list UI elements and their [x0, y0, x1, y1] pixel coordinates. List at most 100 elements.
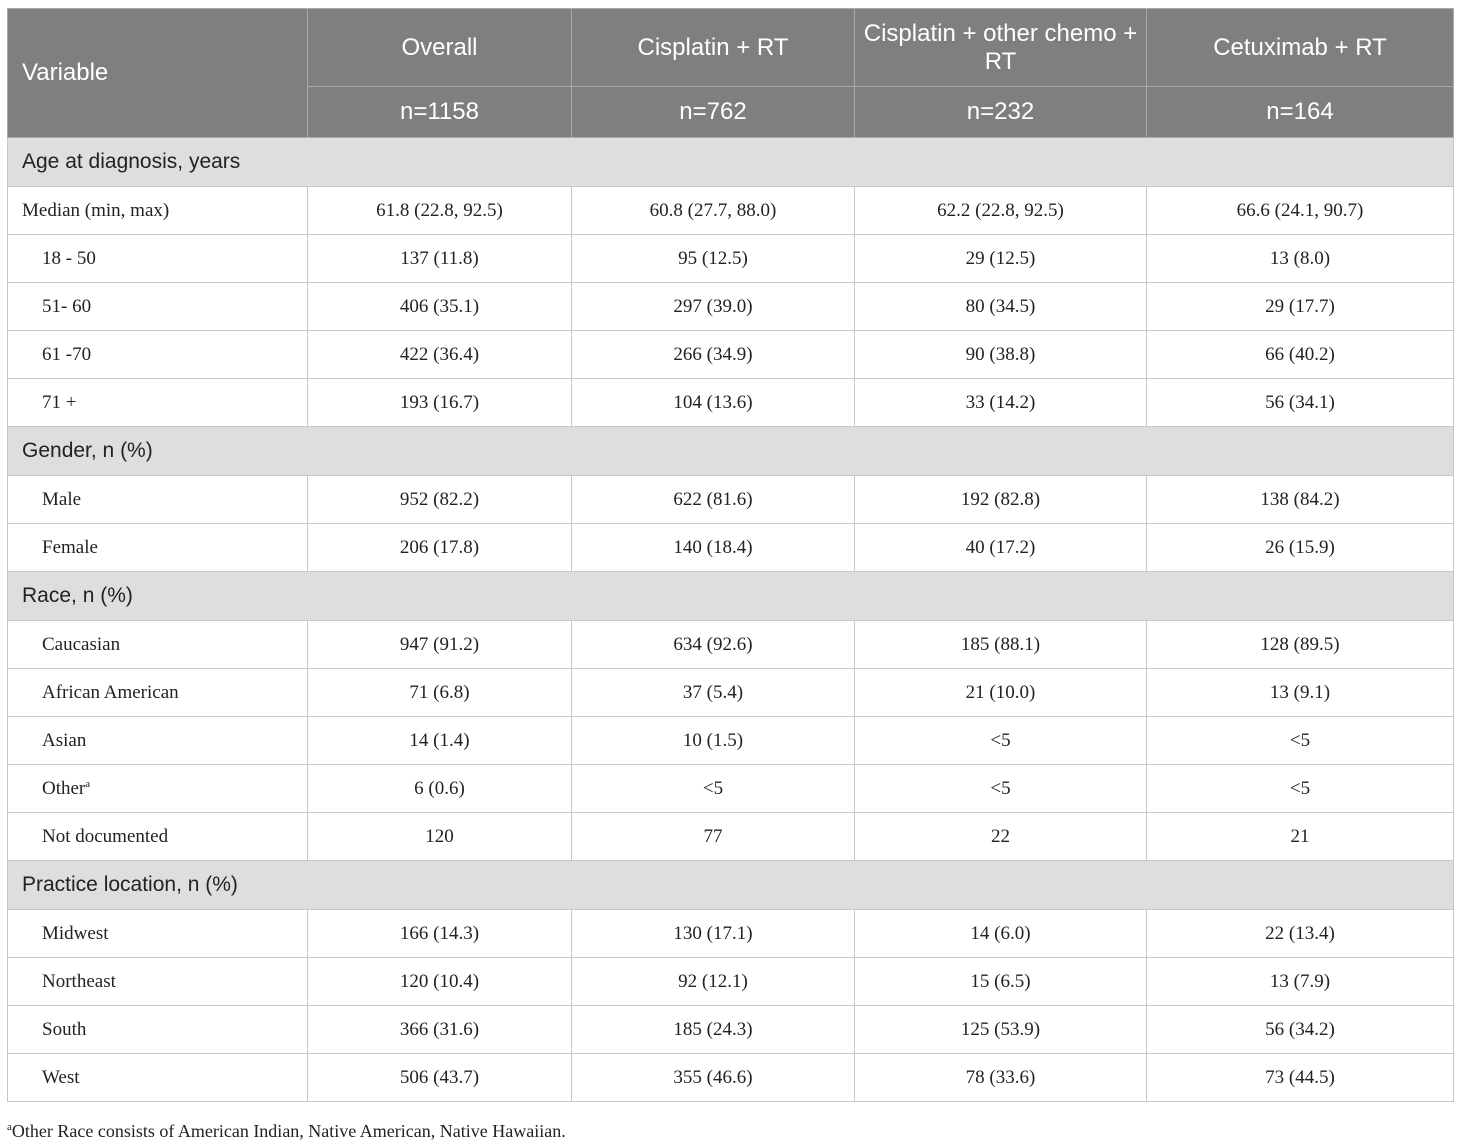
- row-label: Female: [7, 523, 308, 572]
- cell-value: 185 (24.3): [571, 1005, 855, 1054]
- row-label-text: Median (min, max): [22, 199, 170, 221]
- section-title: Race, n (%): [7, 571, 1454, 621]
- cell-value: 90 (38.8): [854, 330, 1147, 379]
- row-label: Not documented: [7, 812, 308, 861]
- cell-value: 622 (81.6): [571, 475, 855, 524]
- header-n-overall: n=1158: [307, 86, 572, 138]
- cell-value: 21 (10.0): [854, 668, 1147, 717]
- table-row: Northeast 120 (10.4) 92 (12.1) 15 (6.5) 13 (…: [7, 957, 1454, 1006]
- table-row: 61 -70 422 (36.4) 266 (34.9) 90 (38.8) 66 (4…: [7, 330, 1454, 379]
- cell-value: 77: [571, 812, 855, 861]
- cell-value: 56 (34.2): [1146, 1005, 1454, 1054]
- cell-value: 125 (53.9): [854, 1005, 1147, 1054]
- row-label: African American: [7, 668, 308, 717]
- cell-value: 66.6 (24.1, 90.7): [1146, 186, 1454, 235]
- cell-value: <5: [1146, 764, 1454, 813]
- cell-value: 22 (13.4): [1146, 909, 1454, 958]
- row-label-text: Female: [42, 536, 98, 558]
- row-label-text: 51- 60: [42, 295, 92, 317]
- cell-value: 37 (5.4): [571, 668, 855, 717]
- row-label-text: African American: [42, 681, 179, 703]
- cell-value: 6 (0.6): [307, 764, 572, 813]
- section-title: Gender, n (%): [7, 426, 1454, 476]
- cell-value: 92 (12.1): [571, 957, 855, 1006]
- cell-value: 166 (14.3): [307, 909, 572, 958]
- cell-value: <5: [854, 716, 1147, 765]
- row-label-text: Other: [42, 777, 86, 799]
- header-variable: Variable: [7, 8, 308, 138]
- cell-value: 137 (11.8): [307, 234, 572, 283]
- table-row: Median (min, max) 61.8 (22.8, 92.5) 60.8 (…: [7, 186, 1454, 235]
- row-label-text: Male: [42, 488, 82, 510]
- footnote-marker: a: [7, 1121, 12, 1133]
- cell-value: 422 (36.4): [307, 330, 572, 379]
- header-n-cetuximab-rt: n=164: [1146, 86, 1454, 138]
- table-row: Caucasian 947 (91.2) 634 (92.6) 185 (88.1) 1…: [7, 620, 1454, 669]
- row-label-text: Midwest: [42, 922, 109, 944]
- header-n-cisplatin-other-chemo-rt: n=232: [854, 86, 1147, 138]
- row-label-text: South: [42, 1018, 87, 1040]
- section-row: Practice location, n (%): [7, 860, 1454, 910]
- cell-value: 120: [307, 812, 572, 861]
- cell-value: 21: [1146, 812, 1454, 861]
- header-n-cisplatin-rt: n=762: [571, 86, 855, 138]
- cell-value: 406 (35.1): [307, 282, 572, 331]
- cell-value: 506 (43.7): [307, 1053, 572, 1102]
- cell-value: 40 (17.2): [854, 523, 1147, 572]
- footnote-ref: a: [85, 777, 91, 790]
- cell-value: 66 (40.2): [1146, 330, 1454, 379]
- row-label-text: 18 - 50: [42, 247, 96, 269]
- table-row: Not documented 120 77 22 21: [7, 812, 1454, 861]
- cell-value: 120 (10.4): [307, 957, 572, 1006]
- cell-value: 14 (1.4): [307, 716, 572, 765]
- cell-value: 138 (84.2): [1146, 475, 1454, 524]
- table-container: Variable Overall Cisplatin + RT Cisplati…: [7, 8, 1454, 1102]
- cell-value: 71 (6.8): [307, 668, 572, 717]
- cell-value: 13 (8.0): [1146, 234, 1454, 283]
- cell-value: 366 (31.6): [307, 1005, 572, 1054]
- cell-value: 13 (9.1): [1146, 668, 1454, 717]
- cell-value: 26 (15.9): [1146, 523, 1454, 572]
- cell-value: 78 (33.6): [854, 1053, 1147, 1102]
- cell-value: 22: [854, 812, 1147, 861]
- row-label: Male: [7, 475, 308, 524]
- cell-value: 185 (88.1): [854, 620, 1147, 669]
- table-footnote: aOther Race consists of American Indian,…: [7, 1121, 566, 1142]
- row-label: West: [7, 1053, 308, 1102]
- cell-value: 952 (82.2): [307, 475, 572, 524]
- table-row: Female 206 (17.8) 140 (18.4) 40 (17.2) 26 (1…: [7, 523, 1454, 572]
- cell-value: 14 (6.0): [854, 909, 1147, 958]
- cell-value: 140 (18.4): [571, 523, 855, 572]
- cell-value: 192 (82.8): [854, 475, 1147, 524]
- header-cisplatin-rt: Cisplatin + RT: [571, 8, 855, 87]
- header-cetuximab-rt: Cetuximab + RT: [1146, 8, 1454, 87]
- cell-value: 206 (17.8): [307, 523, 572, 572]
- row-label: Midwest: [7, 909, 308, 958]
- table-row: Asian 14 (1.4) 10 (1.5) <5 <5: [7, 716, 1454, 765]
- row-label: 71 +: [7, 378, 308, 427]
- row-label-text: 71 +: [42, 391, 77, 413]
- table-row: Male 952 (82.2) 622 (81.6) 192 (82.8) 138 (8…: [7, 475, 1454, 524]
- table-row: 51- 60 406 (35.1) 297 (39.0) 80 (34.5) 29 (1…: [7, 282, 1454, 331]
- demographics-table: Variable Overall Cisplatin + RT Cisplati…: [7, 8, 1454, 1102]
- cell-value: 947 (91.2): [307, 620, 572, 669]
- cell-value: 193 (16.7): [307, 378, 572, 427]
- row-label: Median (min, max): [7, 186, 308, 235]
- section-title: Practice location, n (%): [7, 860, 1454, 910]
- row-label-text: West: [42, 1066, 80, 1088]
- cell-value: 297 (39.0): [571, 282, 855, 331]
- row-label: 61 -70: [7, 330, 308, 379]
- table-row: Midwest 166 (14.3) 130 (17.1) 14 (6.0) 22 (1…: [7, 909, 1454, 958]
- cell-value: 60.8 (27.7, 88.0): [571, 186, 855, 235]
- cell-value: 56 (34.1): [1146, 378, 1454, 427]
- cell-value: 634 (92.6): [571, 620, 855, 669]
- section-row: Gender, n (%): [7, 426, 1454, 476]
- cell-value: 80 (34.5): [854, 282, 1147, 331]
- row-label-text: Northeast: [42, 970, 116, 992]
- cell-value: 10 (1.5): [571, 716, 855, 765]
- table-row: African American 71 (6.8) 37 (5.4) 21 (10.0…: [7, 668, 1454, 717]
- row-label: Asian: [7, 716, 308, 765]
- cell-value: 355 (46.6): [571, 1053, 855, 1102]
- cell-value: 128 (89.5): [1146, 620, 1454, 669]
- cell-value: 104 (13.6): [571, 378, 855, 427]
